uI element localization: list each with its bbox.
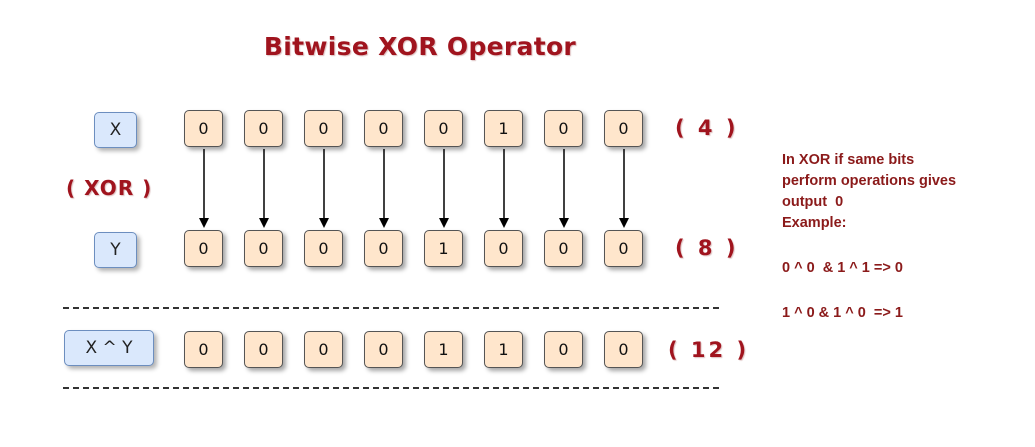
bit-y-0: 0 [184,230,223,267]
bit-y-5: 0 [484,230,523,267]
bit-result-3: 0 [364,331,403,368]
bit-result-0: 0 [184,331,223,368]
note-example-2: 1 ^ 0 & 1 ^ 0 => 1 [782,305,903,321]
bit-result-1: 0 [244,331,283,368]
bit-x-1: 0 [244,110,283,147]
bit-result-7: 0 [604,331,643,368]
bit-result-2: 0 [304,331,343,368]
divider-bottom [63,387,719,389]
bit-x-4: 0 [424,110,463,147]
bit-result-5: 1 [484,331,523,368]
bit-y-4: 1 [424,230,463,267]
decimal-x: ( 4 ) [675,116,739,140]
note-line-3: output 0 [782,194,844,210]
note-line-1: In XOR if same bits [782,152,915,168]
decimal-y: ( 8 ) [675,236,739,260]
bit-result-4: 1 [424,331,463,368]
row-label-y: Y [94,232,137,268]
bit-x-3: 0 [364,110,403,147]
bit-y-7: 0 [604,230,643,267]
divider-top [63,307,719,309]
row-label-x: X [94,112,137,148]
bit-x-2: 0 [304,110,343,147]
note-line-4: Example: [782,215,847,231]
note-line-2: perform operations gives [782,173,957,189]
xor-operator-label: ( XOR ) [66,176,153,200]
bit-x-6: 0 [544,110,583,147]
decimal-result: ( 12 ) [668,338,750,362]
note-example-1: 0 ^ 0 & 1 ^ 1 => 0 [782,260,903,276]
diagram-title: Bitwise XOR Operator [263,32,577,61]
bit-y-3: 0 [364,230,403,267]
bit-x-0: 0 [184,110,223,147]
bit-y-1: 0 [244,230,283,267]
bit-y-6: 0 [544,230,583,267]
bit-x-5: 1 [484,110,523,147]
bit-result-6: 0 [544,331,583,368]
bit-y-2: 0 [304,230,343,267]
row-label-result: X ^ Y [64,330,154,366]
explanation-note: In XOR if same bits perform operations g… [782,150,1022,324]
bit-x-7: 0 [604,110,643,147]
